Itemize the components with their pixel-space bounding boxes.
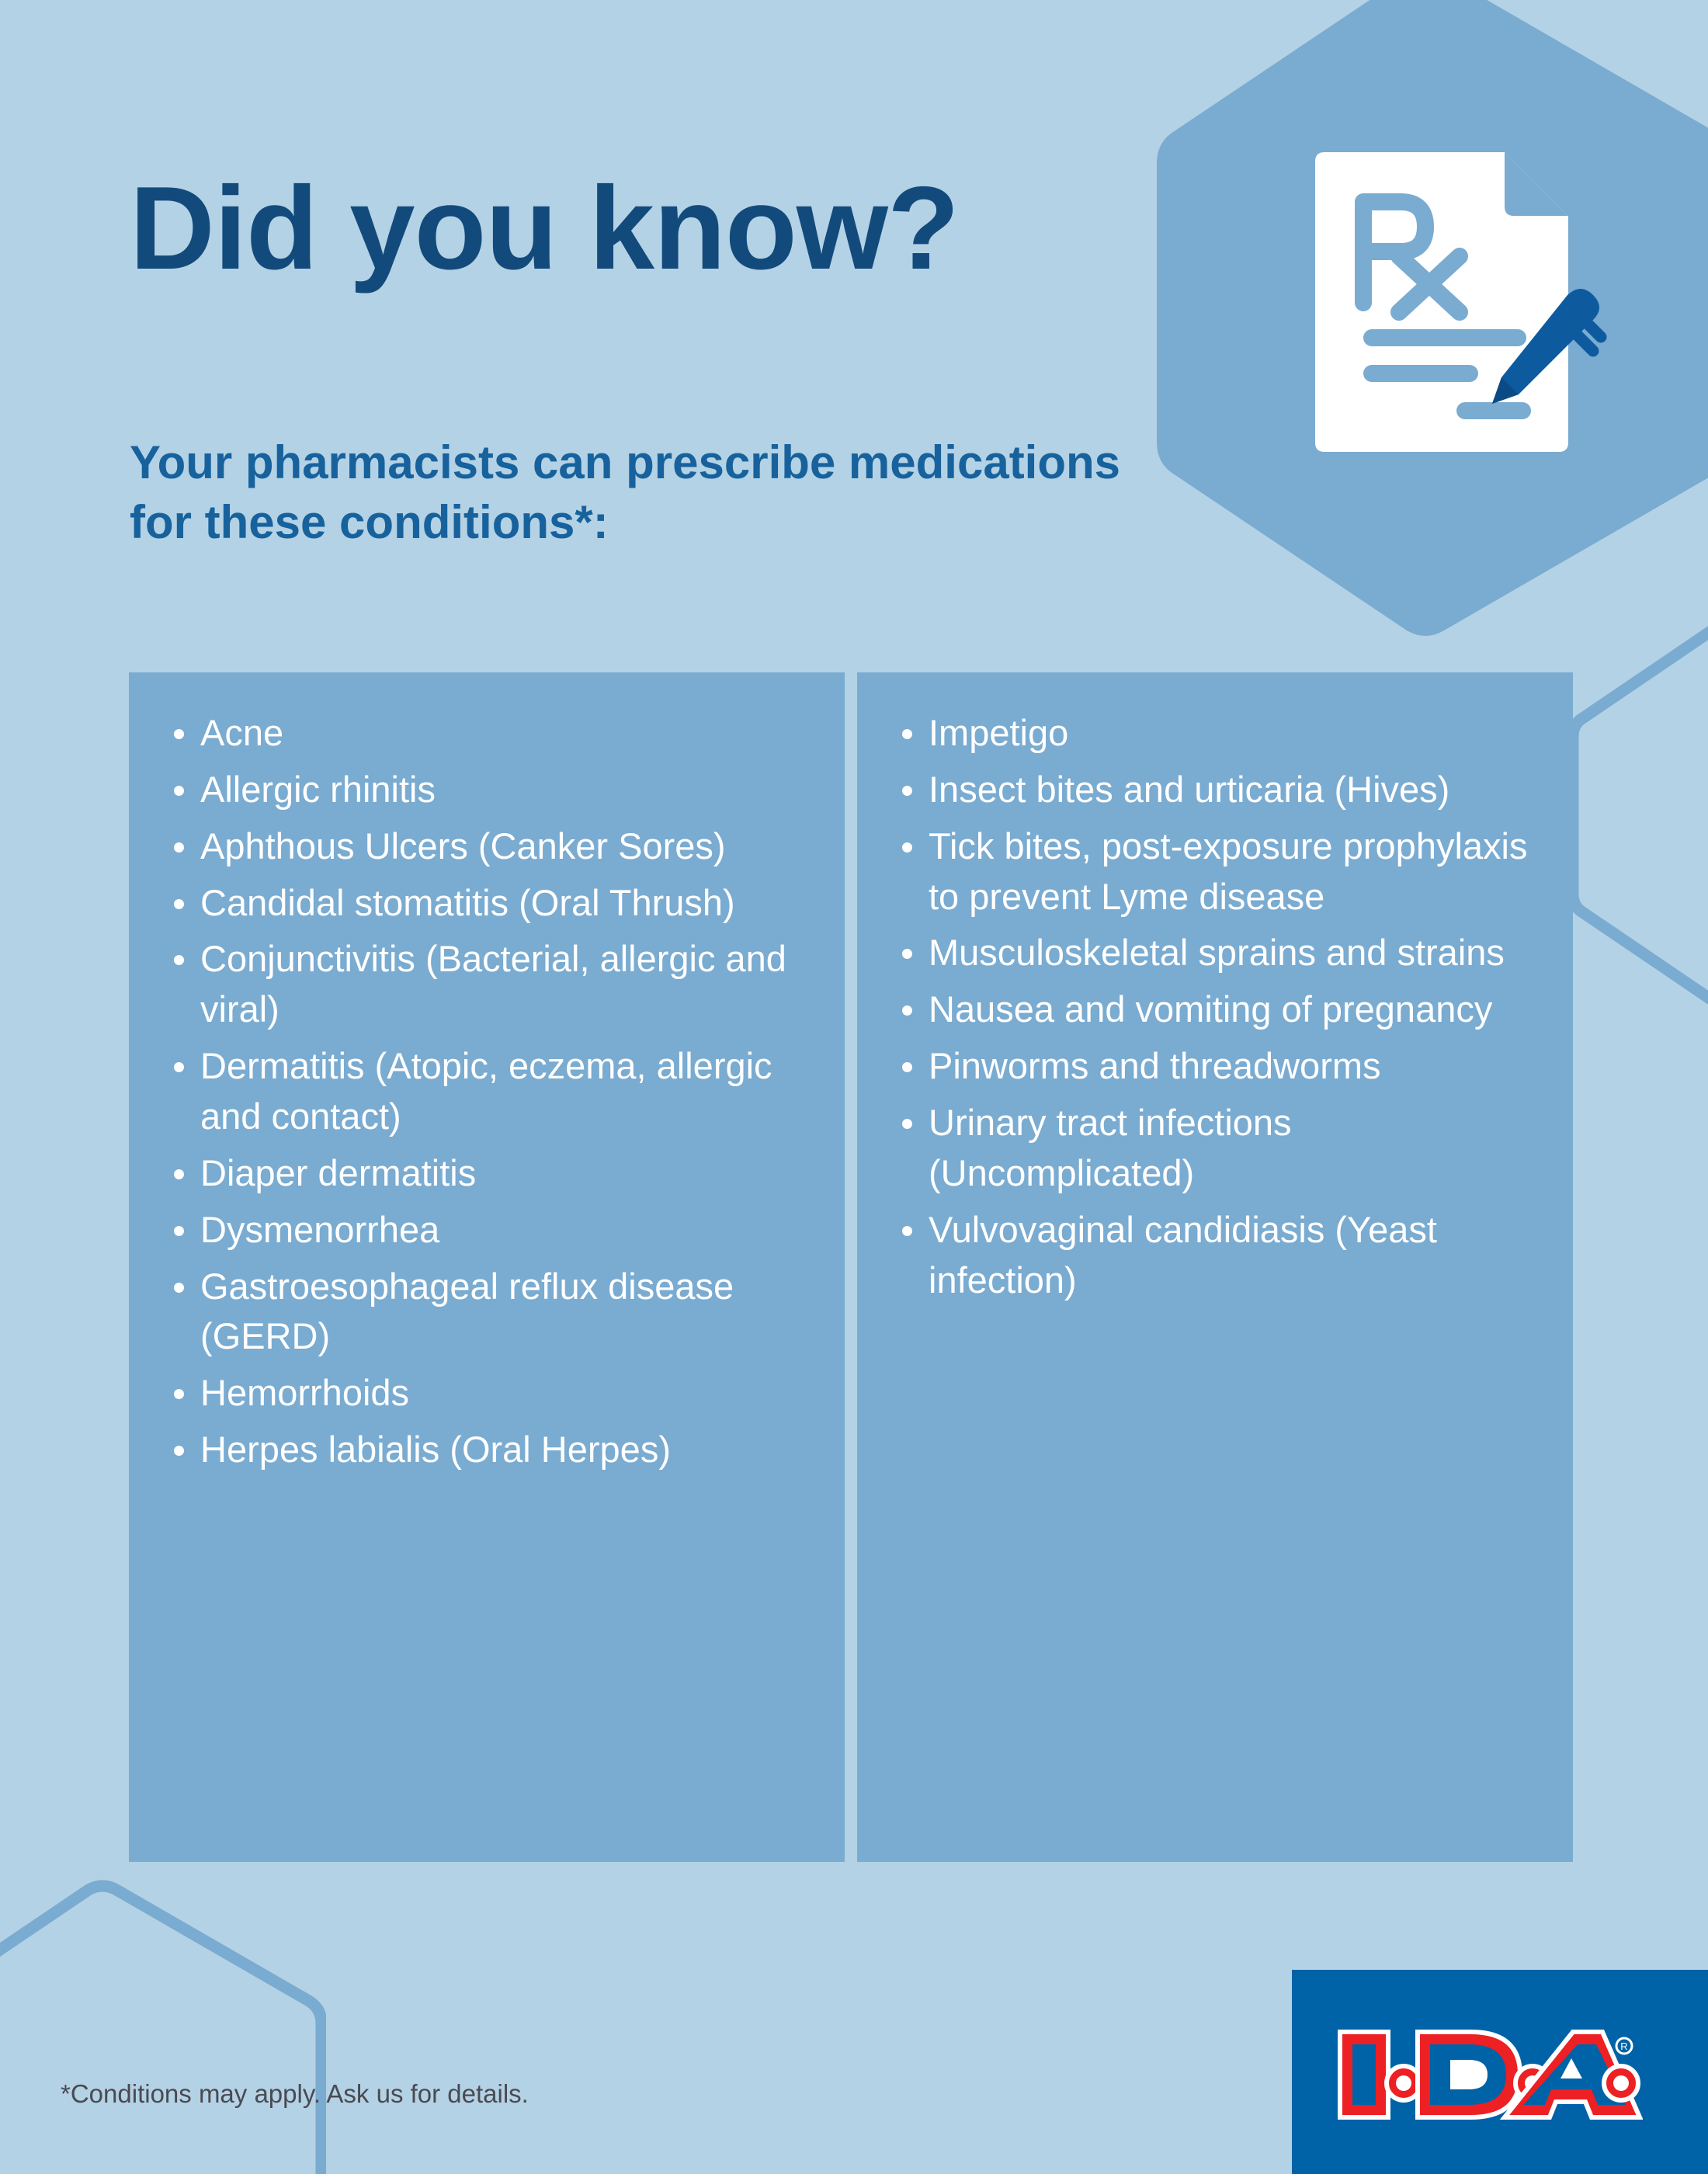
svg-text:R: R	[1620, 2040, 1627, 2052]
hexagon-icon-outline-right	[1568, 626, 1708, 1005]
conditions-panel-right: Impetigo Insect bites and urticaria (Hiv…	[857, 672, 1573, 1862]
list-item: Herpes labialis (Oral Herpes)	[157, 1425, 817, 1475]
list-item: Diaper dermatitis	[157, 1148, 817, 1199]
page-title: Did you know?	[130, 162, 960, 294]
conditions-list-left: Acne Allergic rhinitis Aphthous Ulcers (…	[157, 708, 817, 1475]
footnote-disclaimer: *Conditions may apply. Ask us for detail…	[61, 2079, 529, 2108]
list-item: Dermatitis (Atopic, eczema, allergic and…	[157, 1041, 817, 1142]
conditions-panels: Acne Allergic rhinitis Aphthous Ulcers (…	[129, 672, 1573, 1862]
list-item: Nausea and vomiting of pregnancy	[885, 985, 1545, 1035]
list-item: Tick bites, post-exposure prophylaxis to…	[885, 821, 1545, 922]
list-item: Vulvovaginal candidiasis (Yeast infectio…	[885, 1205, 1545, 1306]
list-item: Conjunctivitis (Bacterial, allergic and …	[157, 934, 817, 1035]
pen-icon	[1492, 289, 1607, 404]
list-item: Candidal stomatitis (Oral Thrush)	[157, 878, 817, 929]
list-item: Dysmenorrhea	[157, 1205, 817, 1255]
conditions-panel-left: Acne Allergic rhinitis Aphthous Ulcers (…	[129, 672, 845, 1862]
list-item: Aphthous Ulcers (Canker Sores)	[157, 821, 817, 872]
list-item: Urinary tract infections (Uncomplicated)	[885, 1098, 1545, 1199]
conditions-list-right: Impetigo Insect bites and urticaria (Hiv…	[885, 708, 1545, 1305]
list-item: Musculoskeletal sprains and strains	[885, 928, 1545, 978]
registered-trademark-icon: R	[1615, 2037, 1633, 2055]
ida-logo-block: R	[1292, 1970, 1708, 2174]
ida-logo-icon: R	[1338, 2030, 1643, 2120]
list-item: Allergic rhinitis	[157, 765, 817, 815]
list-item: Acne	[157, 708, 817, 759]
list-item: Gastroesophageal reflux disease (GERD)	[157, 1262, 817, 1363]
hexagon-icon-outline-bottom-left	[0, 1880, 326, 2174]
rx-prescription-document-icon	[1315, 152, 1607, 452]
list-item: Insect bites and urticaria (Hives)	[885, 765, 1545, 815]
list-item: Pinworms and threadworms	[885, 1041, 1545, 1092]
list-item: Hemorrhoids	[157, 1368, 817, 1419]
page-subtitle: Your pharmacists can prescribe medicatio…	[130, 436, 1121, 548]
list-item: Impetigo	[885, 708, 1545, 759]
